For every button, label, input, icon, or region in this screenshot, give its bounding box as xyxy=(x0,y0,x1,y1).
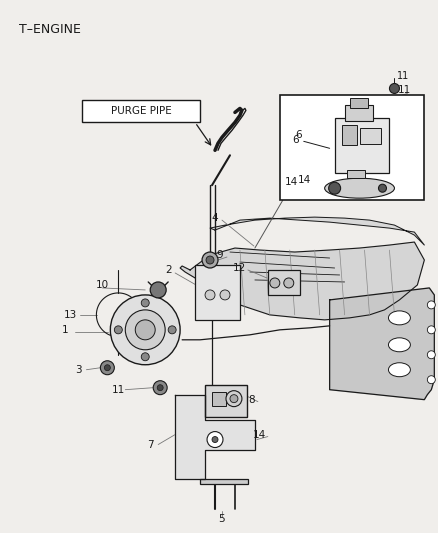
Text: 14: 14 xyxy=(253,430,266,440)
Circle shape xyxy=(220,290,230,300)
Circle shape xyxy=(141,353,149,361)
Text: 4: 4 xyxy=(212,213,218,223)
Text: 1: 1 xyxy=(62,325,69,335)
Text: T–ENGINE: T–ENGINE xyxy=(19,22,81,36)
Bar xyxy=(335,118,389,173)
Circle shape xyxy=(378,184,386,192)
Circle shape xyxy=(207,432,223,448)
Text: 9: 9 xyxy=(217,250,223,260)
Bar xyxy=(346,170,364,178)
Polygon shape xyxy=(210,217,424,245)
Bar xyxy=(345,106,372,122)
Circle shape xyxy=(328,182,341,194)
Text: 14: 14 xyxy=(285,177,298,187)
Bar xyxy=(342,125,357,146)
Ellipse shape xyxy=(325,178,395,198)
Text: 14: 14 xyxy=(298,175,311,185)
Circle shape xyxy=(206,256,214,264)
Bar xyxy=(195,265,240,320)
Circle shape xyxy=(100,361,114,375)
Circle shape xyxy=(104,365,110,371)
Text: 11: 11 xyxy=(397,70,410,80)
Text: 6: 6 xyxy=(295,131,301,140)
Bar xyxy=(268,270,300,295)
Circle shape xyxy=(153,381,167,394)
Text: 11: 11 xyxy=(398,85,411,95)
Bar xyxy=(212,392,226,406)
Bar xyxy=(205,385,247,417)
Text: 3: 3 xyxy=(75,365,82,375)
Circle shape xyxy=(226,391,242,407)
Bar xyxy=(82,100,200,123)
Polygon shape xyxy=(180,242,424,320)
Circle shape xyxy=(427,326,435,334)
Bar xyxy=(360,128,381,144)
Text: 6: 6 xyxy=(293,135,299,146)
Circle shape xyxy=(135,320,155,340)
Text: PURGE PIPE: PURGE PIPE xyxy=(111,107,172,116)
Circle shape xyxy=(157,385,163,391)
Circle shape xyxy=(389,84,399,93)
Circle shape xyxy=(427,376,435,384)
Circle shape xyxy=(230,394,238,402)
Text: 8: 8 xyxy=(249,394,255,405)
Text: 11: 11 xyxy=(112,385,125,394)
Circle shape xyxy=(427,301,435,309)
Bar xyxy=(200,480,248,484)
Text: 13: 13 xyxy=(64,310,77,320)
Circle shape xyxy=(270,278,280,288)
Ellipse shape xyxy=(389,311,410,325)
Polygon shape xyxy=(175,394,255,480)
Text: 10: 10 xyxy=(96,280,109,290)
Circle shape xyxy=(125,310,165,350)
Polygon shape xyxy=(330,288,434,400)
Circle shape xyxy=(141,299,149,307)
Circle shape xyxy=(110,295,180,365)
Circle shape xyxy=(168,326,176,334)
Text: 5: 5 xyxy=(219,514,225,524)
Ellipse shape xyxy=(389,363,410,377)
Circle shape xyxy=(150,282,166,298)
Text: 7: 7 xyxy=(147,440,154,449)
Text: 12: 12 xyxy=(233,263,247,273)
Circle shape xyxy=(202,252,218,268)
Circle shape xyxy=(427,351,435,359)
Circle shape xyxy=(212,437,218,442)
Text: 2: 2 xyxy=(165,265,171,275)
Circle shape xyxy=(205,290,215,300)
Circle shape xyxy=(284,278,294,288)
Circle shape xyxy=(114,326,122,334)
Bar xyxy=(280,95,424,200)
Bar xyxy=(350,99,367,108)
Ellipse shape xyxy=(389,338,410,352)
